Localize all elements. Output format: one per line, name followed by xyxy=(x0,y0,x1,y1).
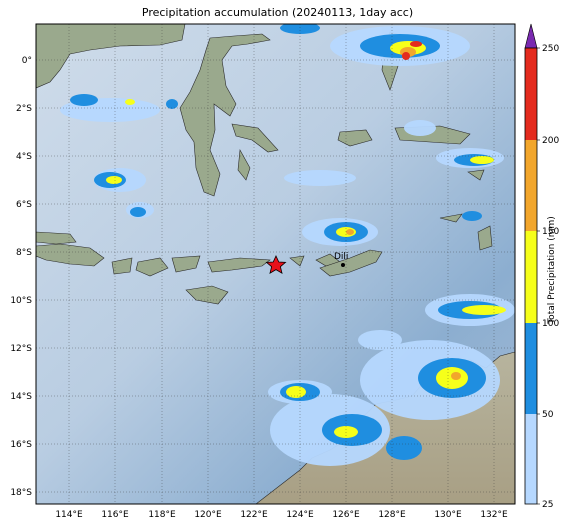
svg-text:122°E: 122°E xyxy=(240,510,268,520)
colorbar-tick: 150 xyxy=(542,227,559,237)
lat-axis: 0° 2°S 4°S 6°S 8°S 10°S 12°S 14°S 16°S 1… xyxy=(10,56,32,498)
city-dot xyxy=(341,263,345,267)
lon-axis: 114°E 116°E 118°E 120°E 122°E 124°E 126°… xyxy=(55,510,508,520)
colorbar-band-200-250 xyxy=(525,48,537,140)
colorbar-tick: 250 xyxy=(542,44,559,54)
colorbar-tick: 25 xyxy=(542,500,553,510)
gridlines xyxy=(36,24,515,504)
svg-text:18°S: 18°S xyxy=(10,488,32,498)
map-frame xyxy=(35,23,516,505)
precip-very-heavy xyxy=(346,41,461,380)
svg-text:132°E: 132°E xyxy=(480,510,508,520)
svg-text:124°E: 124°E xyxy=(286,510,314,520)
city-label: Dili xyxy=(334,252,348,262)
colorbar: 25 50 100 150 200 250 xyxy=(524,23,559,510)
colorbar-tick: 100 xyxy=(542,319,559,329)
svg-text:14°S: 14°S xyxy=(10,392,32,402)
colorbar-extend-arrow xyxy=(524,23,538,49)
svg-text:16°S: 16°S xyxy=(10,440,32,450)
svg-text:128°E: 128°E xyxy=(378,510,406,520)
map-title: Precipitation accumulation (20240113, 1d… xyxy=(141,6,414,19)
colorbar-tick: 200 xyxy=(542,136,559,146)
svg-text:126°E: 126°E xyxy=(332,510,360,520)
svg-text:4°S: 4°S xyxy=(16,152,32,162)
colorbar-tick: 50 xyxy=(542,410,554,420)
svg-text:10°S: 10°S xyxy=(10,296,32,306)
svg-text:120°E: 120°E xyxy=(194,510,222,520)
svg-text:2°S: 2°S xyxy=(16,104,32,114)
svg-text:116°E: 116°E xyxy=(101,510,129,520)
colorbar-band-25-50 xyxy=(525,414,537,504)
colorbar-band-150-200 xyxy=(525,140,537,231)
svg-text:8°S: 8°S xyxy=(16,248,32,258)
svg-text:6°S: 6°S xyxy=(16,200,32,210)
svg-text:12°S: 12°S xyxy=(10,344,32,354)
colorbar-band-100-150 xyxy=(525,231,537,323)
colorbar-label: Total Precipitation (mm) xyxy=(547,216,557,324)
map-area xyxy=(36,24,515,504)
svg-text:118°E: 118°E xyxy=(148,510,176,520)
colorbar-band-50-100 xyxy=(525,323,537,414)
svg-text:130°E: 130°E xyxy=(434,510,462,520)
event-star-icon xyxy=(265,255,287,275)
svg-text:0°: 0° xyxy=(22,56,32,66)
svg-text:114°E: 114°E xyxy=(55,510,83,520)
